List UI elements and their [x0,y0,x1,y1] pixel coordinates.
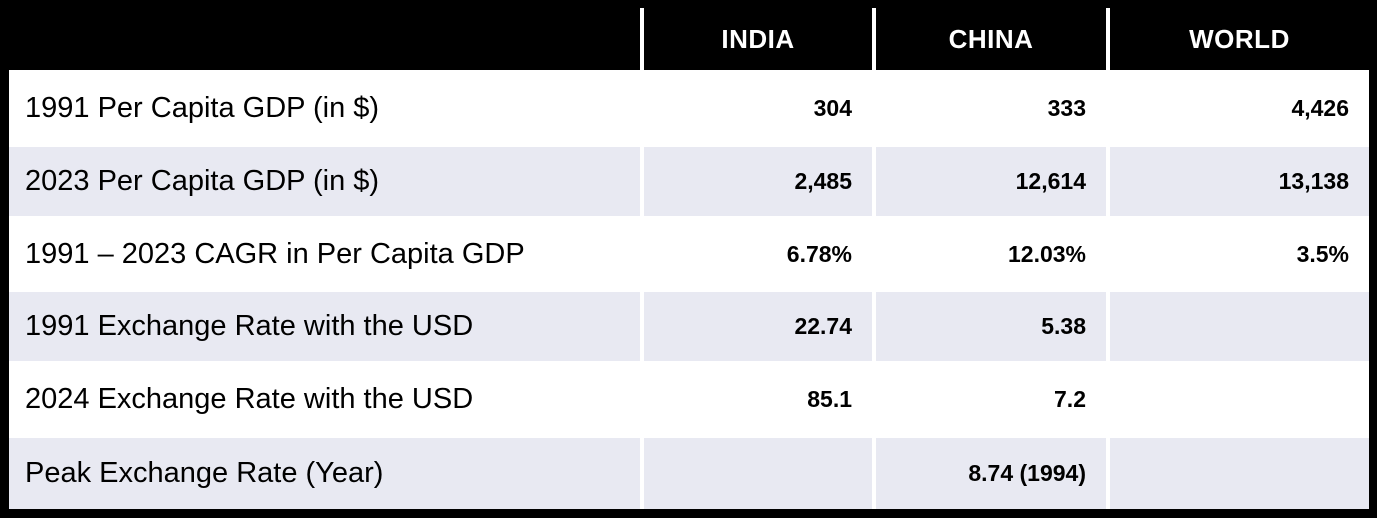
header-cell-blank [9,8,644,74]
cell-china: 12.03% [872,215,1110,293]
table-row-1991-per-capita-gdp: 1991 Per Capita GDP (in $) 304 333 4,426 [9,70,1369,147]
cell-china: 8.74 (1994) [872,434,1110,509]
cell-china: 333 [872,70,1110,147]
cell-china: 7.2 [872,361,1110,439]
cell-india: 2,485 [640,142,876,220]
gdp-exchange-rate-table: INDIA CHINA WORLD 1991 Per Capita GDP (i… [9,8,1369,509]
cell-india: 22.74 [640,288,876,366]
row-label: 2023 Per Capita GDP (in $) [9,142,644,220]
row-label: 1991 Exchange Rate with the USD [9,288,644,366]
cell-china: 12,614 [872,142,1110,220]
table-row-peak-exchange-rate: Peak Exchange Rate (Year) 8.74 (1994) [9,434,1369,509]
table-row-1991-exchange-rate: 1991 Exchange Rate with the USD 22.74 5.… [9,288,1369,366]
cell-world [1106,361,1369,439]
table-row-cagr: 1991 – 2023 CAGR in Per Capita GDP 6.78%… [9,215,1369,293]
table-row-2023-per-capita-gdp: 2023 Per Capita GDP (in $) 2,485 12,614 … [9,142,1369,220]
header-row: INDIA CHINA WORLD [9,8,1369,74]
cell-world: 4,426 [1106,70,1369,147]
row-label: 1991 Per Capita GDP (in $) [9,70,644,147]
header-cell-china: CHINA [872,8,1110,74]
cell-india [640,434,876,509]
header-cell-india: INDIA [640,8,876,74]
cell-india: 85.1 [640,361,876,439]
table-row-2024-exchange-rate: 2024 Exchange Rate with the USD 85.1 7.2 [9,361,1369,439]
header-cell-world: WORLD [1106,8,1369,74]
row-label: 1991 – 2023 CAGR in Per Capita GDP [9,215,644,293]
row-label: Peak Exchange Rate (Year) [9,434,644,509]
cell-world [1106,288,1369,366]
cell-world: 13,138 [1106,142,1369,220]
cell-india: 6.78% [640,215,876,293]
cell-china: 5.38 [872,288,1110,366]
cell-world: 3.5% [1106,215,1369,293]
cell-india: 304 [640,70,876,147]
row-label: 2024 Exchange Rate with the USD [9,361,644,439]
cell-world [1106,434,1369,509]
